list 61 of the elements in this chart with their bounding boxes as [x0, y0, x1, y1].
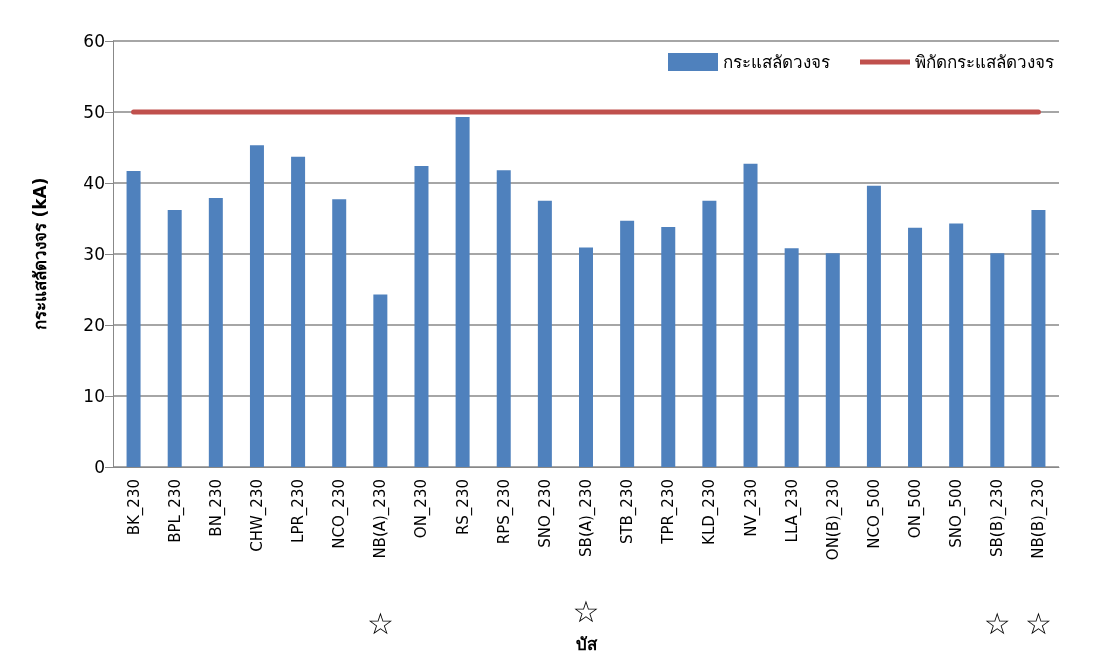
bar — [414, 165, 429, 467]
x-tick-label: BN_230 — [206, 479, 226, 537]
text: ☆ — [983, 605, 1011, 641]
bar — [825, 253, 840, 467]
bar — [1031, 209, 1046, 467]
x-tick-label: RPS_230 — [494, 479, 514, 545]
x-tick-label: STB_230 — [618, 479, 638, 545]
bar — [949, 223, 964, 467]
x-tick-label: LPR_230 — [289, 479, 309, 543]
bar — [208, 197, 223, 467]
x-tick-label: BK_230 — [124, 479, 144, 536]
x-tick-label: NCO_230 — [330, 479, 350, 549]
y-tick-label: 30 — [83, 244, 105, 264]
bar — [455, 116, 470, 467]
bar — [126, 170, 141, 467]
bar — [620, 220, 635, 467]
legend-label: กระแสลัดวงจร — [723, 52, 830, 72]
bar — [249, 145, 264, 467]
x-tick-label: RS_230 — [453, 479, 473, 536]
bar — [908, 227, 923, 467]
y-tick-label: 40 — [83, 173, 105, 193]
bar — [496, 170, 511, 467]
bar — [167, 209, 182, 467]
x-tick-label: TPR_230 — [659, 479, 679, 545]
bar — [990, 253, 1005, 467]
bar — [579, 247, 593, 467]
bar — [784, 248, 799, 467]
y-tick-label: 50 — [83, 102, 105, 122]
x-tick-label: KLD_230 — [700, 479, 720, 545]
x-tick-label: NV_230 — [741, 479, 761, 537]
y-axis-title: กระแสลัดวงจร (kA) — [29, 177, 50, 331]
text: ☆ — [366, 605, 394, 641]
bar — [702, 200, 717, 467]
x-tick-label: BPL_230 — [165, 479, 185, 543]
x-tick-label: CHW_230 — [247, 479, 267, 552]
y-tick-label: 0 — [94, 457, 105, 477]
x-tick-label: NCO_500 — [864, 479, 884, 549]
legend-label: พิกัดกระแสลัดวงจร — [915, 52, 1054, 72]
x-tick-label: SNO_230 — [535, 479, 555, 548]
bar — [291, 156, 306, 467]
bar — [373, 294, 388, 467]
text: ☆ — [1024, 605, 1052, 641]
bar — [332, 199, 347, 467]
y-tick-label: 60 — [83, 31, 105, 51]
x-tick-label: NB(A)_230 — [371, 479, 391, 559]
x-axis-title: บัส — [575, 633, 598, 654]
x-tick-label: ON_230 — [412, 479, 432, 539]
bar — [743, 163, 758, 467]
y-tick-label: 10 — [83, 386, 105, 406]
text: ☆ — [572, 593, 600, 629]
bar — [866, 185, 881, 467]
bar — [537, 200, 552, 467]
x-tick-label: ON_500 — [906, 479, 926, 539]
x-tick-label: LLA_230 — [782, 479, 802, 543]
y-tick-label: 20 — [83, 315, 105, 335]
x-tick-label: SB(A)_230 — [577, 479, 596, 557]
bar — [661, 227, 676, 467]
x-tick-label: SB(B)_230 — [988, 479, 1008, 557]
x-tick-label: NB(B)_230 — [1029, 479, 1049, 559]
x-tick-label: SNO_500 — [947, 479, 967, 548]
x-tick-label: ON(B)_230 — [823, 479, 843, 561]
